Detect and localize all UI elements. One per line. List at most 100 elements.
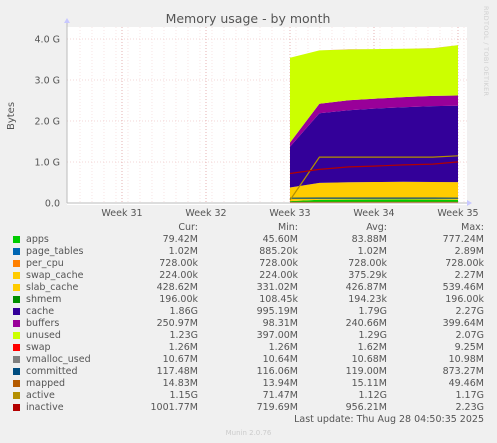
legend-row: swap 1.26M 1.26M 1.62M 9.25M (0, 342, 497, 354)
legend-value-cur: 728.00k (159, 258, 198, 269)
legend-value-max: 10.98M (448, 354, 484, 365)
legend-value-avg: 240.66M (345, 318, 387, 329)
y-tick-label: 2.0 G (35, 117, 61, 128)
legend-value-cur: 250.97M (156, 318, 198, 329)
legend-value-min: 224.00k (259, 270, 298, 281)
area-unused (290, 45, 458, 143)
y-axis-label: Bytes (6, 102, 17, 130)
y-tick-label: 4.0 G (35, 35, 61, 46)
legend-series-name: active (26, 390, 55, 401)
legend-row: unused 1.23G 397.00M 1.29G 2.07G (0, 330, 497, 342)
legend-value-avg: 375.29k (348, 270, 387, 281)
legend-value-avg: 83.88M (351, 234, 387, 245)
legend-value-cur: 1.23G (169, 330, 198, 341)
legend-value-max: 196.00k (445, 294, 484, 305)
legend-value-max: 539.46M (442, 282, 484, 293)
legend-value-max: 2.89M (454, 246, 484, 257)
line-active (289, 155, 459, 201)
legend-value-avg: 194.23k (348, 294, 387, 305)
legend-row: shmem 196.00k 108.45k 194.23k 196.00k (0, 294, 497, 306)
legend-value-min: 45.60M (262, 234, 298, 245)
legend-swatch (13, 356, 20, 363)
legend-series-name: unused (26, 330, 61, 341)
area-buffers (290, 95, 458, 147)
legend-row: apps 79.42M 45.60M 83.88M 777.24M (0, 234, 497, 246)
legend-value-min: 719.69M (256, 402, 298, 413)
legend-value-avg: 1.62M (357, 342, 387, 353)
x-axis-arrow (467, 200, 472, 206)
legend-row: mapped 14.83M 13.94M 15.11M 49.46M (0, 378, 497, 390)
legend-value-max: 1.17G (455, 390, 484, 401)
legend-header-cur: Cur: (178, 222, 198, 233)
legend-value-cur: 14.83M (162, 378, 198, 389)
legend-value-min: 71.47M (262, 390, 298, 401)
legend-value-cur: 1001.77M (150, 402, 198, 413)
x-tick-labels: Week 31 Week 32 Week 33 Week 34 Week 35 (101, 208, 478, 219)
legend-value-cur: 1.15G (169, 390, 198, 401)
legend-value-avg: 119.00M (345, 366, 387, 377)
legend-value-min: 331.02M (256, 282, 298, 293)
y-tick-labels: 0.0 1.0 G 2.0 G 3.0 G 4.0 G (35, 35, 61, 210)
legend-value-cur: 79.42M (162, 234, 198, 245)
legend-swatch (13, 236, 20, 243)
legend-series-name: inactive (26, 402, 64, 413)
legend-series-name: vmalloc_used (26, 354, 91, 365)
legend-value-min: 1.26M (268, 342, 298, 353)
legend-value-min: 885.20k (259, 246, 298, 257)
legend-value-min: 13.94M (262, 378, 298, 389)
legend-value-max: 9.25M (454, 342, 484, 353)
legend-header-min: Min: (277, 222, 298, 233)
legend-value-max: 2.23G (455, 402, 484, 413)
legend-series-name: swap (26, 342, 51, 353)
legend-value-max: 49.46M (448, 378, 484, 389)
legend-row: per_cpu 728.00k 728.00k 728.00k 728.00k (0, 258, 497, 270)
legend-row: page_tables 1.02M 885.20k 1.02M 2.89M (0, 246, 497, 258)
legend-swatch (13, 248, 20, 255)
memory-chart: 0.01.0 G2.0 G3.0 G4.0 G Week 31 Week 32 We… (6, 11, 479, 219)
legend-value-max: 2.27G (455, 306, 484, 317)
legend-value-avg: 1.12G (358, 390, 387, 401)
y-axis-arrow (64, 18, 70, 23)
legend-series-name: page_tables (26, 246, 84, 257)
legend-series-name: swap_cache (26, 270, 84, 281)
x-tick-label: Week 31 (101, 208, 142, 219)
area-cache (290, 105, 458, 188)
legend-series-name: committed (26, 366, 78, 377)
legend-value-max: 777.24M (442, 234, 484, 245)
legend-value-max: 2.07G (455, 330, 484, 341)
legend-value-cur: 224.00k (159, 270, 198, 281)
area-slab-cache (290, 181, 458, 202)
legend-series-name: buffers (26, 318, 60, 329)
legend-value-avg: 956.21M (345, 402, 387, 413)
legend-value-avg: 10.68M (351, 354, 387, 365)
legend-value-avg: 426.87M (345, 282, 387, 293)
legend-swatch (13, 368, 20, 375)
legend-swatch (13, 296, 20, 303)
legend-row: swap_cache 224.00k 224.00k 375.29k 2.27M (0, 270, 497, 282)
legend-value-max: 728.00k (445, 258, 484, 269)
legend-value-cur: 117.48M (156, 366, 198, 377)
legend-row: committed 117.48M 116.06M 119.00M 873.27M (0, 366, 497, 378)
legend-value-min: 10.64M (262, 354, 298, 365)
legend-value-avg: 15.11M (351, 378, 387, 389)
rrdtool-watermark: RRDTOOL / TOBI OETIKER (482, 6, 490, 97)
legend-series-name: slab_cache (26, 282, 79, 293)
x-tick-label: Week 33 (269, 208, 310, 219)
x-tick-label: Week 32 (185, 208, 226, 219)
legend-value-cur: 1.02M (168, 246, 198, 257)
legend-series-name: mapped (26, 378, 66, 389)
legend-swatch (13, 284, 20, 291)
legend-row: buffers 250.97M 98.31M 240.66M 399.64M (0, 318, 497, 330)
legend-value-avg: 728.00k (348, 258, 387, 269)
legend-value-min: 397.00M (256, 330, 298, 341)
legend-value-max: 399.64M (442, 318, 484, 329)
x-tick-label: Week 34 (353, 208, 394, 219)
y-tick-label: 1.0 G (35, 158, 61, 169)
legend-value-cur: 196.00k (159, 294, 198, 305)
legend-value-cur: 1.26M (168, 342, 198, 353)
y-tick-label: 3.0 G (35, 76, 61, 87)
legend-value-cur: 1.86G (169, 306, 198, 317)
legend-series-name: cache (26, 306, 55, 317)
legend-value-avg: 1.79G (358, 306, 387, 317)
legend-swatch (13, 392, 20, 399)
